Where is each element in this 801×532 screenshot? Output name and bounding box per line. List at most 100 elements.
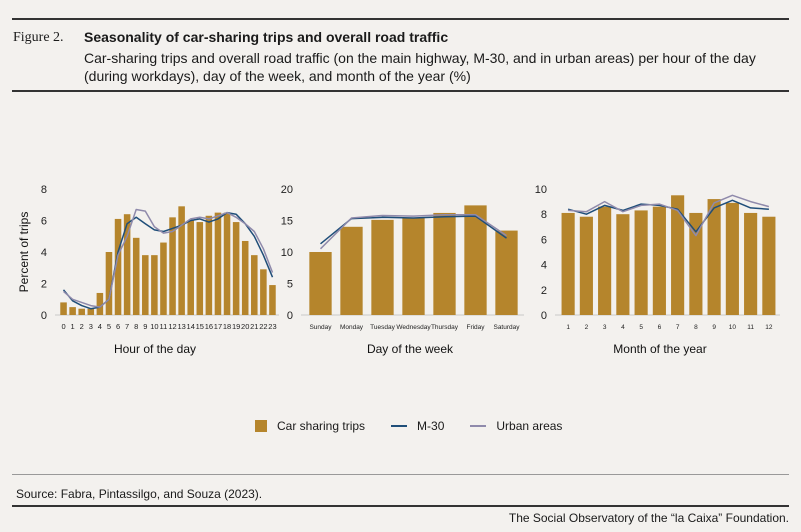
x-tick-label: Thursday (431, 324, 459, 331)
bar (251, 255, 258, 315)
y-axis-title: Percent of trips (17, 212, 31, 293)
bar (744, 212, 758, 315)
x-tick-label: 22 (259, 322, 267, 331)
x-tick-label: 1 (566, 324, 570, 331)
y-tick-label: 20 (281, 184, 293, 196)
bar (60, 302, 67, 315)
bar (160, 242, 167, 315)
x-tick-label: 20 (241, 322, 249, 331)
bar (132, 237, 140, 315)
x-tick-label: 7 (125, 322, 129, 331)
bar (616, 214, 630, 315)
bar (260, 269, 267, 315)
bar (223, 212, 231, 315)
bar (402, 217, 425, 315)
legend-swatch-urban (470, 425, 487, 427)
x-axis-title: Hour of the day (114, 342, 196, 356)
series-line-urban (319, 214, 507, 250)
legend-swatch-bars (255, 420, 267, 432)
y-tick-label: 0 (541, 310, 547, 322)
bar (178, 206, 185, 315)
footer-credit: The Social Observatory of the “la Caixa”… (508, 511, 789, 525)
bar (579, 216, 593, 315)
x-tick-label: 0 (61, 322, 65, 331)
x-tick-label: 6 (658, 324, 662, 331)
x-tick-label: 2 (585, 324, 589, 331)
legend-item-m30: M-30 (391, 419, 444, 433)
bar (309, 252, 332, 315)
x-tick-label: 4 (98, 322, 102, 331)
bar (196, 222, 204, 315)
bar (707, 199, 721, 315)
bar (69, 307, 76, 315)
bar (495, 230, 518, 315)
series-line-urban (63, 208, 274, 308)
x-tick-label: 23 (268, 322, 276, 331)
y-tick-label: 10 (535, 184, 547, 196)
x-tick-label: 3 (89, 322, 93, 331)
bar (561, 212, 575, 315)
x-tick-label: 13 (177, 322, 185, 331)
y-tick-label: 0 (41, 310, 47, 322)
top-rule (12, 18, 789, 20)
legend-item-urban: Urban areas (470, 419, 562, 433)
x-tick-label: 5 (107, 322, 111, 331)
y-tick-label: 4 (541, 260, 547, 272)
x-tick-label: 11 (160, 322, 168, 331)
x-tick-label: 16 (205, 322, 213, 331)
x-tick-label: 9 (143, 322, 147, 331)
x-tick-label: 11 (747, 324, 754, 331)
bar (232, 222, 240, 315)
x-tick-label: 10 (729, 324, 737, 331)
x-tick-label: Wednesday (396, 324, 431, 331)
y-tick-label: 6 (541, 234, 547, 246)
x-tick-label: 14 (187, 322, 195, 331)
y-tick-label: 0 (287, 310, 293, 322)
x-tick-label: 3 (603, 324, 607, 331)
x-tick-label: Friday (466, 324, 485, 331)
x-tick-label: Saturday (493, 324, 520, 331)
bar (598, 206, 612, 315)
y-tick-label: 8 (41, 184, 47, 196)
x-tick-label: 6 (116, 322, 120, 331)
x-tick-label: 8 (134, 322, 138, 331)
x-tick-label: 4 (621, 324, 625, 331)
bar (169, 217, 176, 315)
x-tick-label: 12 (765, 324, 773, 331)
bar (187, 220, 194, 315)
x-tick-label: 17 (214, 322, 222, 331)
x-tick-label: Tuesday (370, 324, 395, 331)
x-tick-label: 21 (250, 322, 258, 331)
x-tick-label: 8 (694, 324, 698, 331)
legend-label-bars: Car sharing trips (277, 419, 366, 433)
bar (634, 210, 648, 315)
y-tick-label: 4 (41, 247, 47, 259)
x-tick-label: Sunday (309, 324, 332, 331)
source-note: Source: Fabra, Pintassilgo, and Souza (2… (16, 487, 263, 501)
bar (142, 255, 149, 315)
bar (78, 308, 85, 315)
figure-label: Figure 2. (13, 30, 64, 45)
x-tick-label: 10 (150, 322, 158, 331)
x-tick-label: 2 (80, 322, 84, 331)
bar (371, 219, 394, 315)
bar (96, 292, 104, 315)
bar (652, 206, 666, 315)
bar (464, 205, 487, 315)
legend-item-bars: Car sharing trips (255, 419, 365, 433)
source-rule (12, 474, 789, 475)
bar (205, 215, 213, 315)
header-rule (12, 90, 789, 92)
y-tick-label: 8 (541, 209, 547, 221)
series-line-m30 (62, 211, 274, 310)
bar (87, 308, 95, 315)
bar (214, 212, 222, 315)
y-tick-label: 10 (281, 247, 293, 259)
bar (241, 240, 249, 315)
bar (123, 214, 131, 315)
bar (671, 195, 685, 315)
series-line-urban (568, 194, 770, 237)
bar (151, 255, 158, 315)
x-tick-label: 18 (223, 322, 231, 331)
bar (433, 212, 456, 315)
